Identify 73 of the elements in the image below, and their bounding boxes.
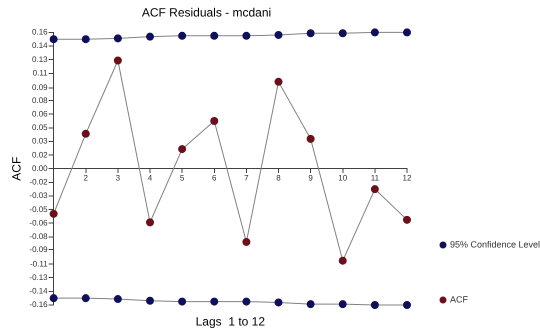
point	[210, 32, 218, 40]
point	[82, 130, 90, 138]
point	[210, 298, 218, 306]
y-tick-label: 0.09	[32, 82, 48, 92]
point	[210, 116, 218, 125]
point	[82, 35, 90, 44]
point	[274, 30, 283, 39]
chart-title: ACF Residuals - mcdani	[142, 6, 272, 20]
point	[306, 134, 315, 143]
legend-label: 95% Confidence Level	[450, 239, 540, 250]
y-axis-title: ACF	[10, 156, 24, 181]
y-tick-label: -0.09	[29, 244, 48, 254]
point	[274, 298, 283, 306]
point	[146, 32, 154, 41]
y-tick-label: -0.05	[29, 204, 48, 214]
y-tick-label: 0.16	[32, 28, 48, 37]
point	[82, 294, 90, 302]
y-tick-label: 0.13	[32, 54, 48, 64]
x-tick-label: 6	[212, 174, 218, 183]
x-tick-label: 4	[148, 174, 153, 183]
point	[274, 78, 283, 86]
y-tick-label: -0.03	[29, 191, 48, 200]
x-tick-label: 3	[116, 174, 121, 183]
y-tick-label: 0.02	[32, 150, 48, 160]
point	[50, 294, 58, 302]
point	[338, 29, 347, 38]
point	[178, 145, 186, 154]
point	[306, 300, 315, 308]
y-tick-label: -0.02	[29, 178, 48, 187]
legend-label: ACF	[450, 294, 468, 304]
point	[306, 29, 315, 38]
point	[370, 28, 379, 36]
point	[114, 56, 122, 65]
y-tick-label: -0.06	[29, 218, 48, 228]
point	[403, 301, 411, 309]
y-tick-label: -0.11	[30, 259, 48, 268]
point	[146, 218, 154, 226]
point	[370, 185, 379, 194]
point	[403, 216, 411, 224]
x-tick-label: 9	[308, 174, 314, 183]
x-tick-label: 12	[402, 174, 412, 183]
x-axis-title: Lags 1 to 12	[196, 314, 266, 328]
y-tick-label: -0.14	[29, 286, 48, 296]
point	[178, 298, 186, 306]
x-tick-label: 11	[370, 174, 380, 183]
point	[146, 296, 154, 305]
y-tick-label: 0.06	[32, 109, 48, 118]
y-tick-label: 0.03	[32, 136, 48, 146]
point	[338, 256, 347, 265]
point	[370, 301, 379, 309]
x-tick-label: 10	[338, 174, 348, 183]
y-tick-label: 0.14	[32, 41, 48, 50]
x-tick-label: 8	[276, 174, 282, 183]
x-tick-label: 2	[84, 174, 89, 183]
point	[403, 28, 411, 36]
y-tick-label: 0.08	[32, 96, 48, 105]
x-tick-label: 5	[180, 174, 185, 183]
point	[50, 210, 58, 218]
x-tick-label: 7	[244, 174, 250, 183]
y-tick-label: 0.05	[32, 123, 48, 132]
y-tick-label: 0.00	[32, 164, 48, 173]
point	[114, 295, 122, 304]
point	[338, 300, 347, 308]
y-tick-label: -0.13	[29, 272, 48, 282]
y-tick-label: -0.08	[29, 232, 48, 242]
point	[242, 238, 250, 246]
point	[242, 298, 250, 306]
point	[242, 32, 250, 40]
point	[50, 35, 58, 44]
point	[114, 34, 122, 42]
y-tick-label: -0.16	[29, 300, 48, 310]
y-tick-label: 0.11	[32, 68, 48, 78]
point	[178, 32, 186, 40]
